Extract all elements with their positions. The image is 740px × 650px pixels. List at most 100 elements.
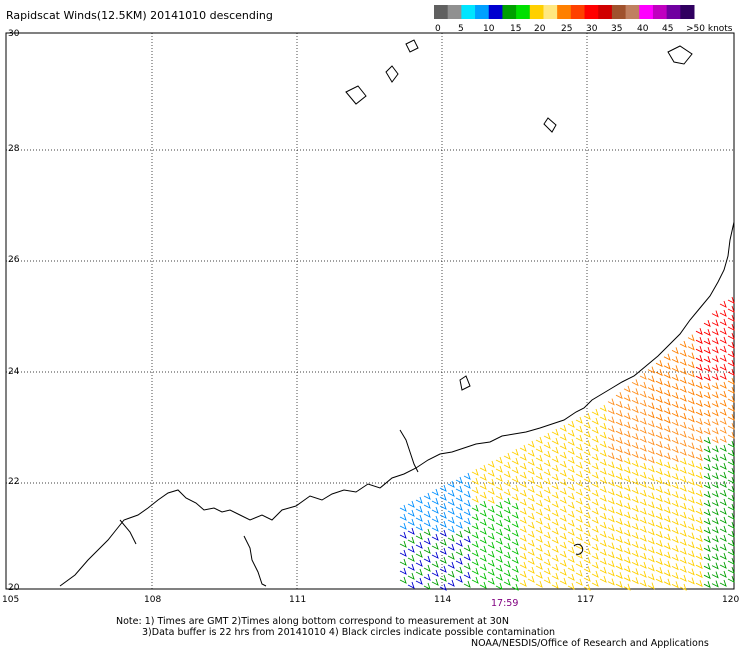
wind-barb [679,340,687,348]
wind-barb [455,539,463,547]
wind-barb [495,519,503,527]
wind-barb [591,462,599,470]
wind-barb [639,462,647,470]
wind-barb [559,514,567,522]
wind-barb [615,563,623,571]
wind-barb [687,487,695,495]
wind-barb [663,551,671,559]
wind-barb [519,471,527,479]
wind-barb [695,463,703,471]
wind-barb [719,408,727,416]
wind-barb [695,328,703,336]
wind-barb [479,464,487,472]
wind-barb [455,476,463,484]
lat-tick: 22 [8,477,19,487]
wind-barb [463,490,471,498]
legend-swatch [434,5,449,19]
wind-barb [559,523,567,531]
wind-barb [639,390,647,398]
wind-barb [543,477,551,485]
wind-barb [727,314,735,322]
wind-barb [407,572,415,580]
legend-tick: 45 [662,24,673,34]
wind-barb [679,448,687,456]
wind-barb [663,353,671,361]
wind-barb [431,515,439,523]
wind-barb [679,367,687,375]
wind-barb [591,480,599,488]
wind-barb [671,410,679,418]
wind-barb [551,509,559,517]
wind-barb [679,484,687,492]
wind-barb [639,381,647,389]
wind-barb [639,534,647,542]
wind-barb [711,499,719,507]
wind-barb [695,418,703,426]
wind-barb [671,437,679,445]
legend-swatch [625,5,640,19]
legend-tick: 0 [435,24,441,34]
legend-color-bar [434,5,695,19]
wind-barb [695,535,703,543]
legend-swatch [475,5,490,19]
wind-barb [567,447,575,455]
wind-barb [447,534,455,542]
wind-barb [655,513,663,521]
legend-tick: 20 [534,24,546,34]
wind-barb [591,570,599,578]
wind-barb [575,470,583,478]
wind-barb [599,548,607,556]
wind-barb [439,565,447,573]
lat-tick-labels: 30 28 26 24 22 20 [8,29,20,593]
wind-barb [479,482,487,490]
wind-barb [639,507,647,515]
wind-barb [543,576,551,584]
wind-barb [679,349,687,357]
wind-barb [575,479,583,487]
wind-barb [559,487,567,495]
wind-barb [687,550,695,558]
wind-barb [519,570,527,578]
wind-barb [631,577,639,585]
wind-barb [663,416,671,424]
wind-barb [487,532,495,540]
wind-barb [639,408,647,416]
wind-barb [687,343,695,351]
wind-barb [423,510,431,518]
wind-barb [415,559,423,567]
wind-barb [719,372,727,380]
wind-barb [695,544,703,552]
wind-barb [607,443,615,451]
wind-barb [399,576,407,584]
wind-barb [631,379,639,387]
wind-barb [511,493,519,501]
wind-barb [431,506,439,514]
wind-barb [631,487,639,495]
lat-tick: 30 [8,29,20,39]
wind-barb [471,468,479,476]
wind-barb [623,574,631,582]
wind-barb [695,571,703,579]
wind-barb [711,445,719,453]
wind-barb [407,536,415,544]
wind-barb [407,500,415,508]
wind-barb [695,454,703,462]
wind-barb [687,568,695,576]
wind-barb [495,474,503,482]
wind-barb [431,560,439,568]
wind-barb [623,466,631,474]
wind-barb [487,541,495,549]
wind-barb [719,570,727,578]
wind-barb [655,387,663,395]
gridlines [6,33,734,589]
wind-barb [479,572,487,580]
wind-barb [567,564,575,572]
wind-barb [439,547,447,555]
legend-swatch [516,5,531,19]
wind-barb [559,451,567,459]
wind-barb [567,456,575,464]
wind-speed-legend: 0 5 10 15 20 25 30 35 40 45 >50 knots [434,5,733,34]
wind-barb [495,555,503,563]
wind-barb [463,562,471,570]
wind-barb [399,504,407,512]
